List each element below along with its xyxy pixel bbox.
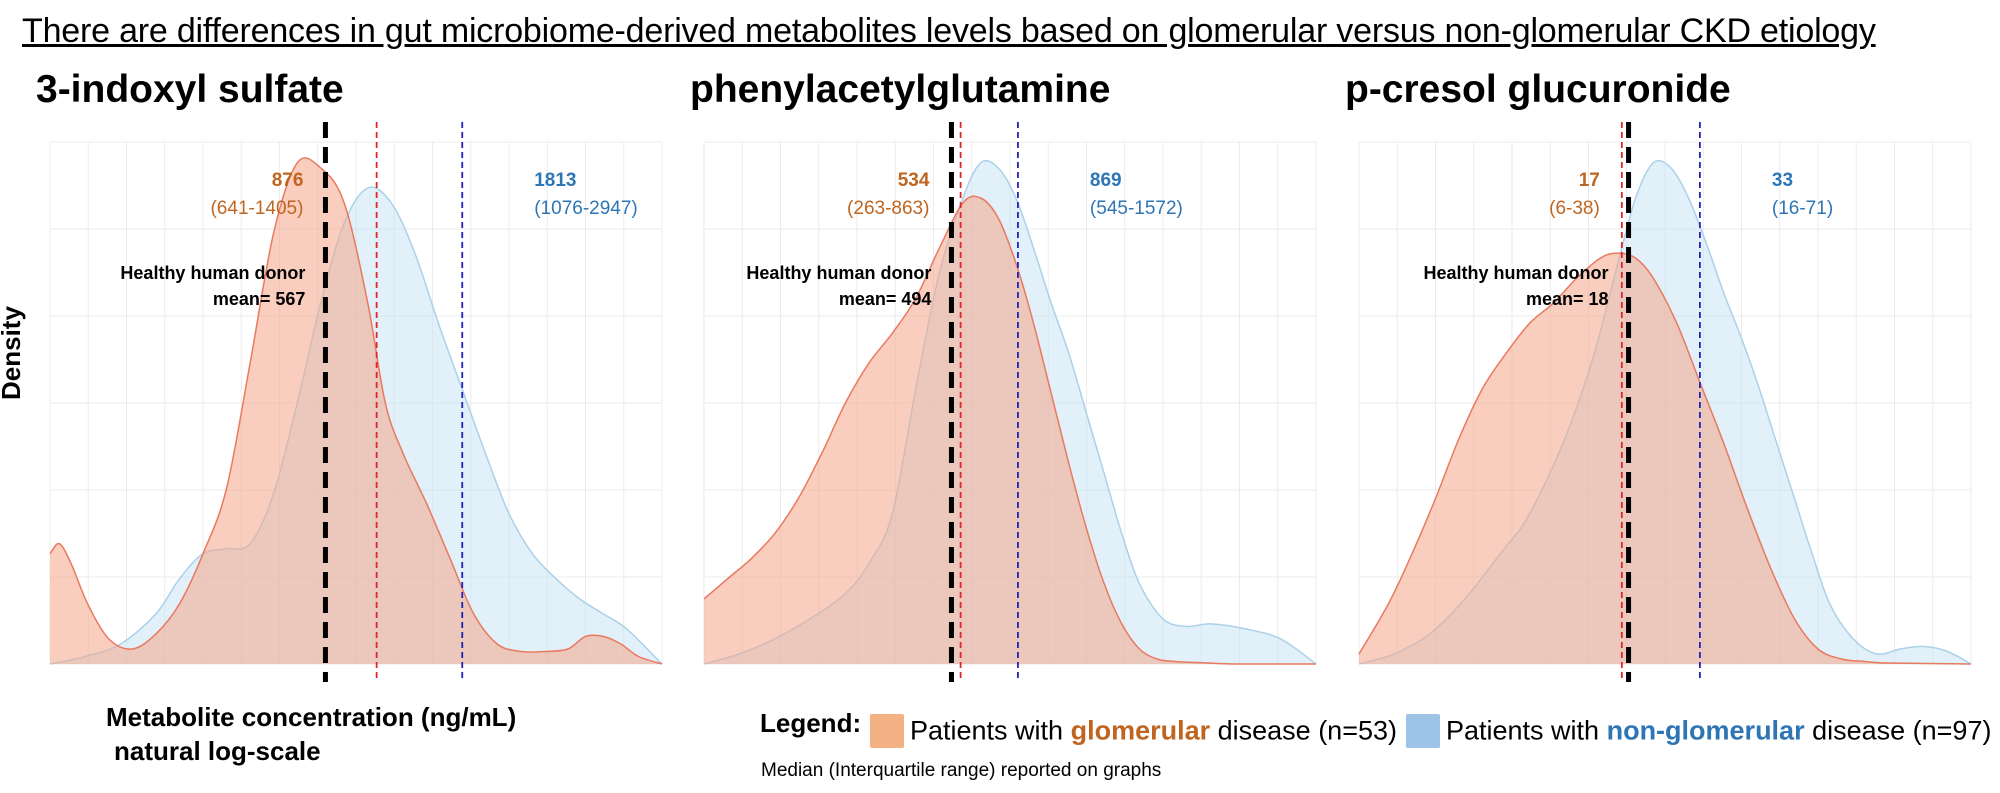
non-glomerular-median-label: 33 <box>1772 170 1793 191</box>
healthy-donor-mean-label: mean= 567 <box>213 289 306 309</box>
legend-item-glomerular: Patients with glomerular disease (n=53) <box>870 714 1397 748</box>
healthy-donor-label: Healthy human donor <box>120 263 305 283</box>
healthy-donor-mean-label: mean= 18 <box>1526 289 1609 309</box>
non-glomerular-iqr-label: (16-71) <box>1772 198 1833 219</box>
legend-prefix: Patients with <box>1446 715 1607 746</box>
healthy-donor-label: Healthy human donor <box>746 263 931 283</box>
footnote: Median (Interquartile range) reported on… <box>761 760 1162 781</box>
panel-title: 3-indoxyl sulfate <box>36 68 344 111</box>
glomerular-median-label: 17 <box>1579 170 1600 191</box>
x-axis-label-line1: Metabolite concentration (ng/mL) <box>106 702 517 732</box>
legend-suffix: disease (n=53) <box>1210 715 1397 746</box>
density-area-non-glomerular-outline <box>49 186 663 665</box>
legend-prefix: Patients with <box>910 715 1071 746</box>
legend-title: Legend: <box>760 708 862 738</box>
non-glomerular-median-label: 869 <box>1090 170 1122 191</box>
density-area-glomerular <box>704 196 1316 664</box>
density-area-glomerular-outline <box>49 157 663 665</box>
density-plot-phenylacetylglutamine: 534 (263-863) 869 (545-1572) Healthy human d… <box>703 122 1317 682</box>
x-axis-label-line2: natural log-scale <box>114 736 321 766</box>
density-plot-indoxyl-sulfate: 876 (641-1405) 1813 (1076-2947) Healthy huma… <box>49 122 663 682</box>
legend-swatch-non-glomerular <box>1406 714 1440 748</box>
legend-suffix: disease (n=97) <box>1804 715 1992 746</box>
legend-swatch-glomerular <box>870 714 904 748</box>
density-area-glomerular <box>1359 253 1971 664</box>
non-glomerular-median-label: 1813 <box>534 170 576 191</box>
x-axis-label: Metabolite concentration (ng/mL) natural… <box>106 700 516 768</box>
non-glomerular-iqr-label: (1076-2947) <box>534 198 638 219</box>
panel-title: phenylacetylglutamine <box>690 68 1111 111</box>
figure-title: There are differences in gut microbiome-… <box>22 12 1876 50</box>
glomerular-iqr-label: (263-863) <box>847 198 929 219</box>
panel-title: p-cresol glucuronide <box>1345 68 1731 111</box>
healthy-donor-mean-label: mean= 494 <box>839 289 932 309</box>
glomerular-iqr-label: (641-1405) <box>210 198 303 219</box>
non-glomerular-iqr-label: (545-1572) <box>1090 198 1183 219</box>
density-plot-p-cresol-glucuronide: 17 (6-38) 33 (16-71) Healthy human donor mean… <box>1358 122 1972 682</box>
glomerular-median-label: 876 <box>272 170 304 191</box>
glomerular-iqr-label: (6-38) <box>1549 198 1600 219</box>
legend-item-non-glomerular: Patients with non-glomerular disease (n=… <box>1406 714 1991 748</box>
y-axis-label: Density <box>0 306 26 400</box>
legend-emph-glomerular: glomerular <box>1070 715 1211 746</box>
glomerular-median-label: 534 <box>898 170 930 191</box>
density-area-glomerular-outline <box>703 195 1316 665</box>
legend-emph-non-glomerular: non-glomerular <box>1606 715 1805 746</box>
density-area-glomerular <box>50 157 662 664</box>
healthy-donor-label: Healthy human donor <box>1424 263 1609 283</box>
density-area-glomerular-outline <box>1358 252 1972 665</box>
